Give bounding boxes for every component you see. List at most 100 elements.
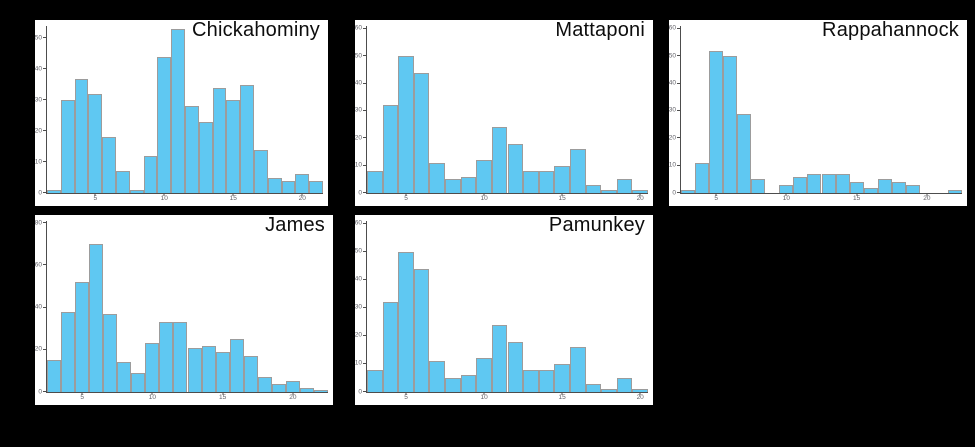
histogram-bar bbox=[491, 324, 508, 392]
x-tick-label: 10 bbox=[782, 195, 790, 202]
y-tick-label: 40 bbox=[668, 79, 676, 87]
y-tick-label: 60 bbox=[34, 261, 42, 269]
x-tick-label: 5 bbox=[404, 195, 408, 202]
y-tick-mark bbox=[362, 222, 366, 224]
y-tick-mark bbox=[42, 37, 46, 39]
x-tick-mark bbox=[301, 193, 303, 196]
y-tick-mark bbox=[676, 109, 680, 111]
histogram-bar bbox=[382, 105, 399, 193]
histogram-bar bbox=[554, 165, 570, 193]
histogram-bar bbox=[75, 282, 90, 392]
y-tick-mark bbox=[676, 27, 680, 29]
histogram-bar bbox=[538, 171, 555, 193]
histogram-bar bbox=[460, 176, 477, 193]
x-tick-label: 15 bbox=[853, 195, 861, 202]
plot-area-mattaponi: 0 10 20 30 40 50 60 5 10 15 20 bbox=[355, 25, 648, 202]
y-tick-mark bbox=[676, 55, 680, 57]
y-tick-label: 40 bbox=[354, 79, 362, 87]
chart-title-chickahominy: Chickahominy bbox=[191, 19, 320, 41]
panel-chickahominy: Chickahominy 0 10 20 30 40 50 5 10 15 20 bbox=[35, 19, 328, 206]
x-tick-label: 20 bbox=[636, 394, 644, 401]
x-tick-label: 20 bbox=[923, 195, 931, 202]
y-tick-mark bbox=[362, 27, 366, 29]
chart-title-rappahannock: Rappahannock bbox=[822, 19, 959, 41]
y-tick-label: 10 bbox=[354, 161, 362, 169]
x-tick-mark bbox=[232, 193, 234, 196]
x-tick-mark bbox=[405, 392, 407, 395]
plot-area-pamunkey: 0 10 20 30 40 50 60 5 10 15 20 bbox=[355, 220, 648, 401]
y-tick-mark bbox=[362, 192, 366, 193]
y-tick-label: 50 bbox=[668, 51, 676, 59]
y-tick-mark bbox=[362, 334, 366, 336]
y-tick-label: 40 bbox=[354, 275, 362, 283]
y-tick-label: 40 bbox=[34, 303, 42, 311]
histogram-bar bbox=[445, 377, 461, 392]
plot-area-rappahannock: 0 10 20 30 40 50 60 5 10 15 20 bbox=[669, 25, 962, 202]
x-tick-mark bbox=[151, 392, 153, 395]
histogram-bar bbox=[129, 189, 144, 193]
histogram-bar bbox=[60, 100, 75, 193]
histogram-bar bbox=[616, 179, 633, 193]
x-tick-label: 5 bbox=[404, 394, 408, 401]
x-tick-mark bbox=[639, 392, 641, 395]
histogram-bar bbox=[891, 182, 906, 193]
plot-area-chickahominy: 0 10 20 30 40 50 5 10 15 20 bbox=[35, 26, 323, 202]
histogram-bar bbox=[877, 179, 892, 193]
x-tick-label: 10 bbox=[148, 394, 156, 401]
y-tick-label: 60 bbox=[354, 219, 362, 227]
y-tick-mark bbox=[362, 109, 366, 111]
histogram-bar bbox=[737, 113, 752, 193]
histogram-bar bbox=[157, 56, 172, 193]
y-tick-mark bbox=[362, 278, 366, 280]
x-tick-label: 15 bbox=[229, 195, 237, 202]
histogram-bar bbox=[695, 162, 710, 193]
histogram-bar bbox=[198, 121, 213, 193]
histogram-bar bbox=[460, 375, 477, 392]
histogram-bar bbox=[88, 94, 103, 193]
histogram-bar bbox=[429, 361, 446, 392]
x-tick-label: 10 bbox=[160, 195, 168, 202]
y-tick-mark bbox=[42, 68, 46, 70]
x-tick-label: 10 bbox=[480, 394, 488, 401]
histogram-bar bbox=[723, 56, 738, 193]
bars-james bbox=[47, 221, 328, 392]
x-tick-label: 10 bbox=[480, 195, 488, 202]
histogram-bar bbox=[173, 322, 188, 392]
histogram-bar bbox=[793, 176, 808, 193]
y-tick-mark bbox=[362, 250, 366, 252]
histogram-bar bbox=[271, 383, 286, 392]
y-tick-label: 60 bbox=[668, 24, 676, 32]
histogram-bar bbox=[413, 72, 430, 193]
histogram-bar bbox=[507, 143, 524, 193]
histogram-bar bbox=[285, 381, 300, 392]
x-tick-label: 5 bbox=[714, 195, 718, 202]
y-tick-mark bbox=[676, 137, 680, 139]
histogram-bar bbox=[229, 339, 244, 392]
histogram-bar bbox=[367, 171, 383, 193]
x-tick-mark bbox=[81, 392, 83, 395]
bars-chickahominy bbox=[47, 26, 323, 193]
histogram-bar bbox=[295, 174, 310, 193]
histogram-bar bbox=[616, 377, 633, 392]
histogram-bar bbox=[849, 182, 864, 193]
histogram-bar bbox=[709, 50, 724, 193]
x-tick-mark bbox=[94, 193, 96, 196]
histogram-bar bbox=[187, 347, 202, 392]
histogram-bar bbox=[601, 389, 617, 392]
x-tick-mark bbox=[483, 392, 485, 395]
x-tick-label: 20 bbox=[636, 195, 644, 202]
y-tick-mark bbox=[362, 362, 366, 364]
y-tick-label: 0 bbox=[358, 387, 362, 395]
histogram-bar bbox=[429, 162, 446, 193]
y-tick-mark bbox=[42, 130, 46, 132]
y-tick-label: 40 bbox=[34, 65, 42, 73]
y-tick-label: 30 bbox=[34, 95, 42, 103]
histogram-bar bbox=[243, 356, 258, 392]
histogram-bar bbox=[117, 362, 132, 392]
panel-james: James 0 20 40 60 80 5 10 15 20 bbox=[34, 214, 333, 405]
x-tick-mark bbox=[405, 193, 407, 196]
histogram-bar bbox=[491, 127, 508, 193]
chart-title-james: James bbox=[265, 214, 325, 236]
y-tick-label: 0 bbox=[358, 188, 362, 196]
